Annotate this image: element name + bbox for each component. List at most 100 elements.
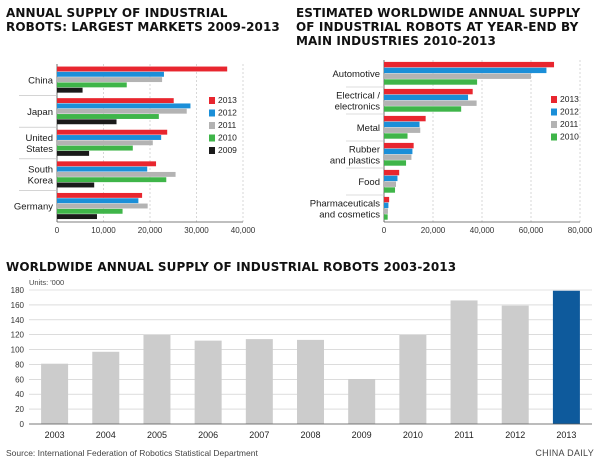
- legend-label-2010: 2010: [218, 133, 237, 143]
- x-tick-label-2003: 2003: [45, 430, 65, 440]
- bar-2005: [143, 334, 171, 424]
- bar-electrical-electronics-2010: [384, 106, 462, 112]
- y-tick-label: 40: [15, 390, 24, 399]
- bar-2004: [92, 351, 120, 424]
- bar-china-2010: [57, 82, 127, 88]
- bar-2009: [348, 379, 376, 424]
- bar-china-2009: [57, 87, 83, 93]
- legend-label-2013: 2013: [560, 94, 579, 104]
- category-label-food: Food: [358, 177, 380, 188]
- bar-south-korea-2013: [57, 161, 157, 167]
- bar-rubber-and-plastics-2013: [384, 142, 414, 149]
- bar-metal-2013: [384, 115, 426, 122]
- x-tick-label-2011: 2011: [454, 430, 473, 440]
- legend-label-2010: 2010: [560, 132, 579, 142]
- x-tick-label: 80,000: [568, 226, 593, 235]
- x-tick-label-2005: 2005: [147, 430, 167, 440]
- source-note: Source: International Federation of Robo…: [6, 448, 258, 458]
- legend-swatch-2010: [209, 134, 215, 142]
- chart2-title: ESTIMATED WORLDWIDE ANNUAL SUPPLY OF IND…: [296, 6, 581, 48]
- bar-south-korea-2009: [57, 182, 95, 188]
- x-tick-label-2013: 2013: [556, 430, 576, 440]
- legend-label-2011: 2011: [560, 119, 579, 129]
- bar-japan-2009: [57, 119, 117, 125]
- bar-united-states-2009: [57, 150, 90, 156]
- bar-south-korea-2011: [57, 171, 176, 177]
- bar-united-states-2011: [57, 140, 153, 146]
- bar-japan-2012: [57, 103, 191, 109]
- legend-swatch-2011: [209, 122, 215, 129]
- bar-2012: [501, 305, 529, 424]
- bar-2007: [245, 339, 273, 424]
- legend-swatch-2012: [209, 109, 215, 117]
- bar-germany-2010: [57, 208, 123, 214]
- bar-china-2011: [57, 77, 163, 83]
- legend-label-2013: 2013: [218, 95, 237, 105]
- category-label-automotive: Automotive: [332, 69, 380, 80]
- x-tick-label-2012: 2012: [505, 430, 525, 440]
- x-tick-label: 0: [55, 226, 60, 235]
- x-tick-label: 0: [382, 226, 387, 235]
- category-label-electrical-electronics: Electrical / electronics: [335, 91, 381, 113]
- category-label-united-states: United States: [26, 133, 54, 155]
- bar-2011: [450, 300, 478, 424]
- bar-pharmaceuticals-and-cosmetics-2013: [384, 196, 390, 203]
- y-tick-label: 140: [11, 316, 25, 325]
- legend-label-2012: 2012: [218, 108, 237, 118]
- bar-rubber-and-plastics-2010: [384, 160, 407, 166]
- x-tick-label: 40,000: [231, 226, 256, 235]
- category-label-metal: Metal: [357, 123, 380, 134]
- category-label-rubber-and-plastics: Rubber and plastics: [330, 145, 380, 167]
- bar-united-states-2010: [57, 145, 133, 151]
- bar-south-korea-2012: [57, 166, 148, 172]
- bar-electrical-electronics-2011: [384, 100, 477, 106]
- x-tick-label-2008: 2008: [300, 430, 320, 440]
- bar-pharmaceuticals-and-cosmetics-2012: [384, 202, 389, 209]
- bar-pharmaceuticals-and-cosmetics-2011: [384, 208, 388, 214]
- x-tick-label-2006: 2006: [198, 430, 218, 440]
- bar-south-korea-2010: [57, 177, 167, 183]
- legend-swatch-2013: [209, 97, 215, 104]
- category-label-south-korea: South Korea: [28, 165, 54, 187]
- y-tick-label: 60: [15, 375, 24, 384]
- bar-pharmaceuticals-and-cosmetics-2010: [384, 214, 388, 220]
- y-tick-label: 120: [11, 331, 25, 340]
- units-label: Units: '000: [29, 278, 64, 287]
- bar-automotive-2013: [384, 61, 555, 68]
- bar-metal-2012: [384, 121, 420, 128]
- bar-automotive-2010: [384, 79, 478, 85]
- category-label-japan: Japan: [27, 107, 53, 118]
- x-tick-label-2004: 2004: [96, 430, 116, 440]
- chart1-title: ANNUAL SUPPLY OF INDUSTRIAL ROBOTS: LARG…: [6, 6, 280, 34]
- bar-2003: [41, 363, 69, 424]
- legend-label-2011: 2011: [218, 120, 237, 130]
- bar-germany-2012: [57, 198, 139, 204]
- y-tick-label: 100: [11, 346, 25, 355]
- bar-germany-2013: [57, 192, 143, 198]
- bar-united-states-2013: [57, 129, 168, 135]
- bar-rubber-and-plastics-2012: [384, 148, 413, 155]
- x-tick-label-2010: 2010: [403, 430, 423, 440]
- bar-japan-2013: [57, 98, 174, 104]
- bar-2013: [552, 290, 580, 424]
- x-tick-label-2009: 2009: [352, 430, 372, 440]
- x-tick-label: 40,000: [470, 226, 495, 235]
- bar-automotive-2011: [384, 73, 531, 79]
- bar-germany-2011: [57, 203, 148, 209]
- legend-swatch-2010: [551, 133, 557, 141]
- category-label-china: China: [28, 75, 54, 86]
- bar-china-2013: [57, 66, 228, 72]
- bar-2010: [399, 334, 427, 424]
- category-label-pharmaceuticals-and-cosmetics: Pharmaceuticals and cosmetics: [310, 199, 380, 221]
- y-tick-label: 80: [15, 360, 24, 369]
- bar-germany-2009: [57, 214, 97, 220]
- bar-rubber-and-plastics-2011: [384, 154, 412, 160]
- category-label-germany: Germany: [14, 202, 53, 213]
- bar-2008: [297, 339, 324, 424]
- y-tick-label: 180: [11, 286, 25, 295]
- bar-food-2010: [384, 187, 396, 193]
- brand-label: CHINA DAILY: [535, 448, 594, 458]
